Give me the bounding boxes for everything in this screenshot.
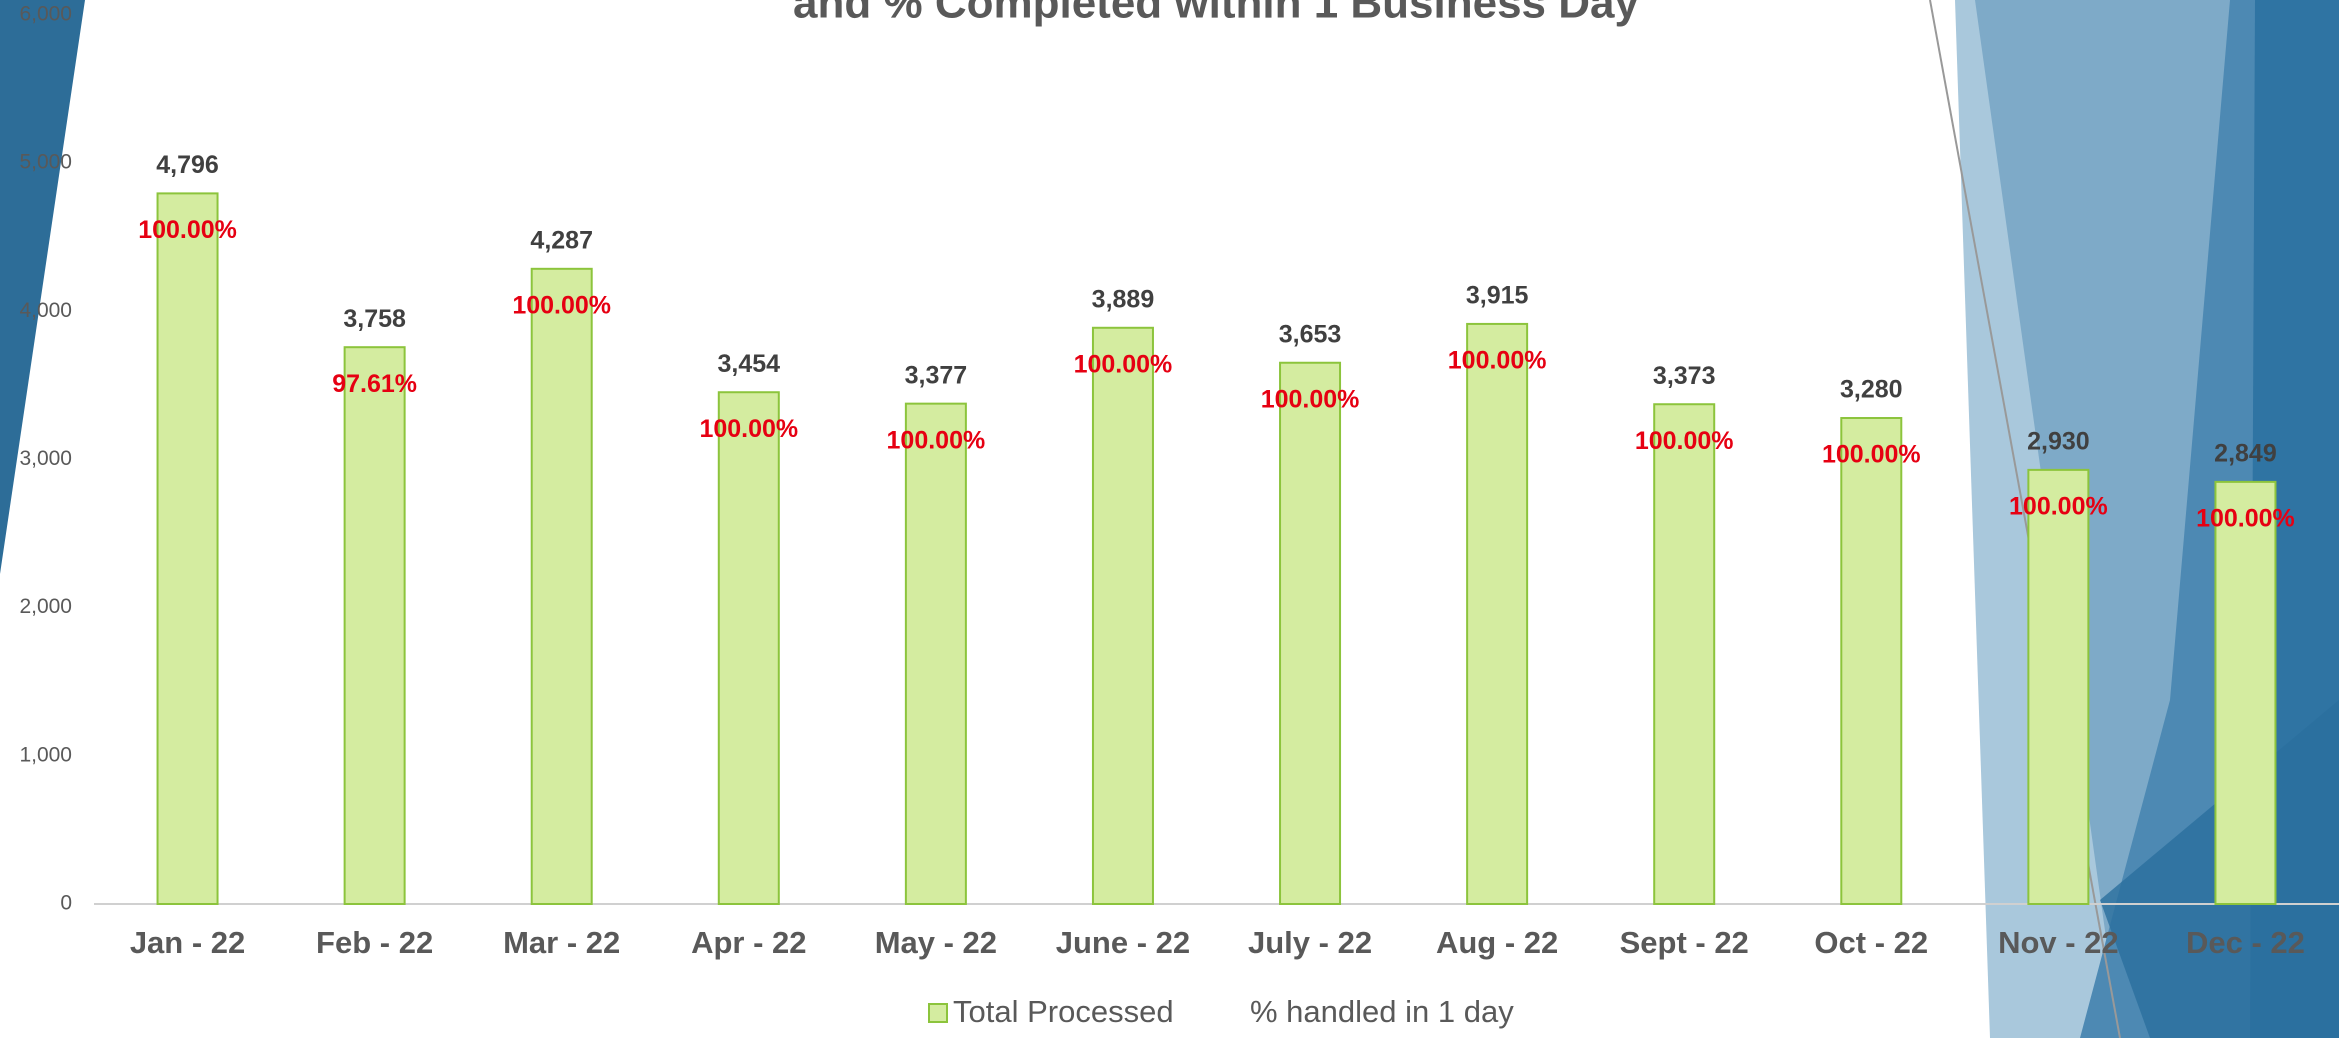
y-tick-label: 0 (60, 892, 72, 915)
percent-label: 100.00% (2009, 492, 2108, 520)
percent-label: 100.00% (512, 291, 611, 319)
bar (717, 391, 780, 905)
bar (1840, 417, 1903, 905)
percent-label: 100.00% (699, 415, 798, 443)
x-tick-label: Dec - 22 (2186, 925, 2305, 960)
data-label: 2,849 (2214, 439, 2277, 467)
x-tick-label: Feb - 22 (316, 925, 433, 960)
x-tick-label: May - 22 (875, 925, 997, 960)
data-label: 3,454 (718, 350, 781, 378)
legend-swatch (928, 1003, 948, 1023)
x-tick-label: Mar - 22 (503, 925, 620, 960)
bar (1653, 403, 1716, 905)
percent-label: 100.00% (138, 216, 237, 244)
data-label: 3,915 (1466, 282, 1529, 310)
x-tick-label: Sept - 22 (1620, 925, 1749, 960)
x-tick-label: July - 22 (1248, 925, 1372, 960)
bar (156, 192, 219, 906)
y-tick-label: 3,000 (19, 447, 72, 470)
percent-label: 100.00% (1822, 441, 1921, 469)
percent-label: 97.61% (332, 370, 417, 398)
percent-label: 100.00% (1635, 427, 1734, 455)
legend-label: Total Processed (953, 994, 1174, 1029)
bar (904, 402, 967, 905)
y-tick-label: 2,000 (19, 595, 72, 618)
legend: Total Processed % handled in 1 day (928, 994, 1514, 1029)
percent-label: 100.00% (1261, 385, 1360, 413)
bar (2027, 468, 2090, 905)
x-tick-label: Aug - 22 (1436, 925, 1558, 960)
x-tick-label: Nov - 22 (1998, 925, 2119, 960)
data-label: 3,758 (343, 305, 406, 333)
bar (1279, 361, 1342, 905)
x-tick-label: June - 22 (1056, 925, 1190, 960)
percent-label: 100.00% (2196, 504, 2295, 532)
y-tick-label: 4,000 (19, 299, 72, 322)
bar (530, 267, 593, 905)
chart-title: and % Completed within 1 Business Day (793, 0, 1639, 28)
legend-label: % handled in 1 day (1250, 994, 1514, 1029)
data-label: 3,373 (1653, 362, 1716, 390)
percent-label: 100.00% (887, 426, 986, 454)
data-label: 3,280 (1840, 376, 1903, 404)
x-tick-label: Apr - 22 (691, 925, 806, 960)
percent-label: 100.00% (1448, 347, 1547, 375)
bar (2214, 480, 2277, 905)
bar (343, 346, 406, 906)
x-tick-label: Oct - 22 (1814, 925, 1928, 960)
data-label: 2,930 (2027, 427, 2090, 455)
bar (1091, 326, 1154, 905)
data-label: 3,889 (1092, 285, 1155, 313)
y-tick-label: 6,000 (19, 3, 72, 26)
percent-label: 100.00% (1074, 350, 1173, 378)
y-tick-label: 5,000 (19, 151, 72, 174)
data-label: 4,287 (530, 226, 593, 254)
data-label: 3,377 (905, 361, 968, 389)
x-tick-label: Jan - 22 (130, 925, 245, 960)
bar (1466, 322, 1529, 905)
y-tick-label: 1,000 (19, 743, 72, 766)
data-label: 3,653 (1279, 320, 1342, 348)
data-label: 4,796 (156, 151, 219, 179)
